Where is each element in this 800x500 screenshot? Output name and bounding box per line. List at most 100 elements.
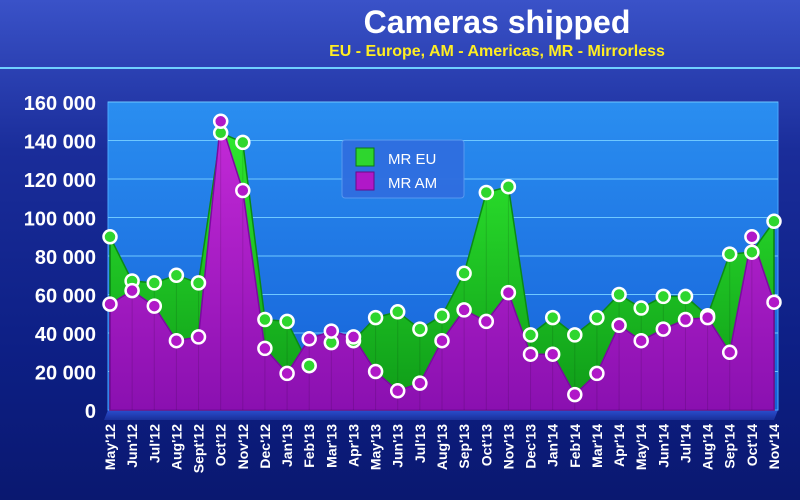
x-tick-label: Apr'13 [345, 424, 361, 467]
y-tick-label: 100 000 [24, 209, 96, 231]
marker-mr-eu [257, 311, 273, 328]
marker-mr-am [345, 329, 362, 345]
x-tick-label: Mar'13 [323, 424, 339, 468]
chart-title: Cameras shipped [364, 4, 631, 40]
marker-mr-eu [721, 246, 738, 262]
marker-mr-eu [589, 309, 605, 326]
marker-mr-am [124, 282, 140, 299]
x-tick-label: Feb'14 [567, 424, 583, 468]
x-tick-label: Jun'12 [124, 424, 140, 468]
x-tick-label: Aug'14 [700, 424, 716, 470]
marker-mr-am [699, 309, 716, 326]
marker-mr-am [456, 302, 472, 318]
x-tick-label: Nov'12 [235, 424, 251, 470]
x-tick-label: Sept'12 [191, 424, 207, 473]
marker-mr-am [478, 313, 495, 330]
x-tick-label: Jan'14 [545, 424, 561, 467]
y-tick-label: 120 000 [24, 170, 96, 192]
x-tick-label: Oct'13 [478, 424, 494, 466]
x-tick-label: May'14 [633, 424, 649, 470]
marker-mr-eu [146, 275, 163, 291]
marker-mr-am [168, 332, 185, 349]
x-tick-label: Jul'14 [677, 424, 693, 463]
x-axis-labels: May'12 Jun'12 Jul'12 Aug'12 Sept'12 Oct'12 Nov… [102, 424, 782, 473]
marker-mr-eu [544, 309, 561, 326]
x-tick-label: Nov'13 [500, 424, 516, 470]
marker-mr-eu [677, 288, 694, 305]
marker-mr-am [301, 331, 317, 347]
marker-mr-eu [744, 244, 760, 260]
marker-mr-am [544, 346, 561, 362]
x-tick-label: Jan'13 [279, 424, 295, 467]
x-tick-label: Feb'13 [301, 424, 317, 468]
marker-mr-eu [478, 184, 495, 201]
area-mr-eu [109, 131, 775, 411]
y-tick-label: 140 000 [24, 132, 96, 154]
y-tick-label: 0 [85, 401, 96, 423]
x-tick-label: Aug'12 [168, 424, 184, 470]
x-tick-label: Sep'14 [722, 424, 738, 469]
marker-mr-eu [190, 275, 207, 291]
y-tick-label: 40 000 [35, 324, 96, 346]
marker-mr-eu [279, 313, 295, 330]
x-tick-label: May'12 [102, 424, 118, 470]
marker-mr-eu [389, 304, 406, 320]
y-axis: 0 20 000 40 000 60 000 80 000 100 000 120 000 1… [24, 93, 96, 423]
x-tick-label: Mar'14 [589, 424, 605, 468]
marker-mr-eu [456, 265, 472, 282]
legend-label-mr-eu: MR EU [388, 151, 436, 168]
marker-mr-am [677, 311, 694, 328]
legend-swatch-mr-am [355, 171, 375, 191]
data-markers [102, 113, 782, 403]
marker-mr-eu [633, 300, 649, 316]
marker-mr-eu [522, 327, 539, 343]
chart-subtitle: EU - Europe, AM - Americas, MR - Mirrorl… [329, 43, 665, 60]
marker-mr-am [655, 321, 672, 337]
marker-mr-eu [168, 267, 185, 284]
marker-mr-eu [567, 327, 583, 343]
x-tick-label: Dec'12 [257, 424, 273, 469]
x-tick-label: Jun'14 [655, 424, 671, 468]
marker-mr-eu [367, 309, 384, 326]
marker-mr-am [766, 294, 782, 310]
marker-mr-am [279, 365, 295, 382]
marker-mr-am [146, 298, 163, 314]
y-tick-label: 160 000 [24, 93, 96, 115]
y-tick-label: 60 000 [35, 286, 96, 308]
x-tick-label: Dec'13 [523, 424, 539, 469]
x-tick-label: May'13 [368, 424, 384, 470]
x-tick-label: Oct'14 [744, 424, 760, 466]
plot-floor [104, 410, 778, 420]
marker-mr-eu [301, 357, 317, 374]
legend-swatch-mr-eu [355, 147, 375, 167]
marker-mr-eu [611, 286, 627, 303]
x-tick-label: Aug'13 [434, 424, 450, 470]
y-tick-label: 80 000 [35, 247, 96, 269]
marker-mr-am [500, 284, 517, 301]
marker-mr-am [412, 375, 428, 391]
x-tick-label: Apr'14 [611, 424, 627, 467]
marker-mr-am [744, 229, 760, 245]
marker-mr-am [522, 346, 539, 362]
marker-mr-eu [655, 288, 672, 305]
x-tick-label: Sep'13 [456, 424, 472, 469]
series-areas [109, 121, 775, 411]
marker-mr-am [389, 383, 406, 399]
marker-mr-eu [500, 178, 517, 195]
marker-mr-am [212, 113, 229, 130]
x-tick-label: Oct'12 [213, 424, 229, 466]
marker-mr-eu [766, 213, 782, 230]
y-tick-label: 20 000 [35, 363, 96, 385]
marker-mr-am [235, 182, 251, 199]
marker-mr-am [589, 365, 605, 382]
x-tick-label: Jun'13 [390, 424, 406, 468]
marker-mr-am [190, 329, 207, 345]
x-tick-label: Jul'12 [146, 424, 162, 463]
marker-mr-am [633, 332, 649, 349]
marker-mr-am [567, 386, 583, 403]
legend: MR EU MR AM [341, 139, 465, 199]
marker-mr-am [257, 340, 273, 357]
marker-mr-eu [412, 321, 428, 337]
